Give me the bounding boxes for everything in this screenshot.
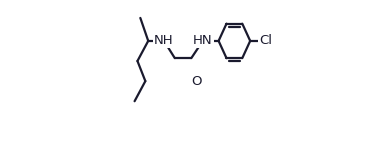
Text: NH: NH bbox=[154, 34, 174, 47]
Text: HN: HN bbox=[193, 34, 212, 47]
Text: O: O bbox=[191, 75, 202, 88]
Text: Cl: Cl bbox=[259, 34, 272, 47]
